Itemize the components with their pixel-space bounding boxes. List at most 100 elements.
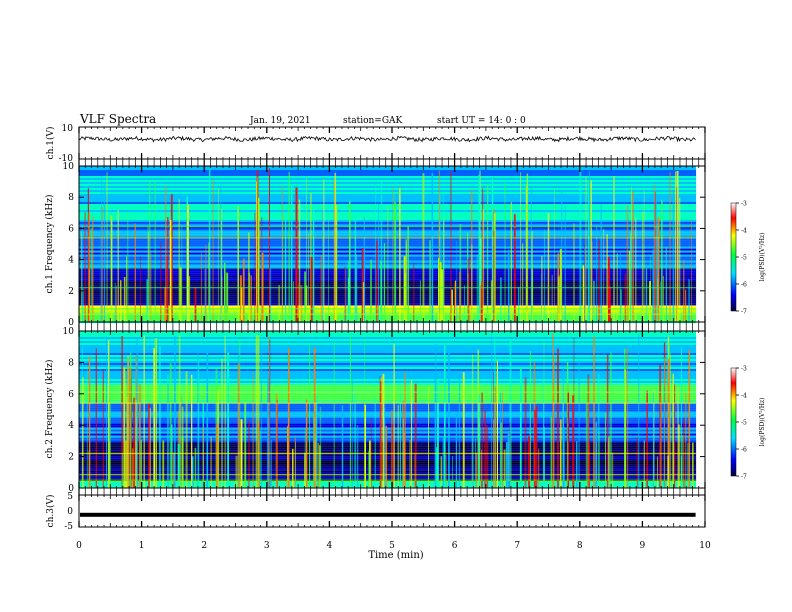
ch1-spectrogram-burst — [543, 229, 546, 322]
ch2-spectrogram-band-row — [79, 435, 697, 438]
ch1-spectrogram-burst — [169, 288, 171, 322]
ch2-spectrogram-burst — [588, 442, 590, 488]
ch2-spectrogram-burst — [380, 381, 382, 488]
ch1-spectrogram-band-row — [79, 192, 697, 194]
ch1-spectrogram-band-row — [79, 186, 697, 188]
ch2-spectrogram-burst — [106, 336, 107, 488]
ch2-spectrogram-band-row — [79, 448, 697, 451]
ch1-spectrogram-burst — [239, 275, 242, 322]
ch1-spectrogram-burst — [205, 244, 207, 322]
ch2-spectrogram-burst — [475, 452, 477, 488]
ch2-spectrogram-band-row — [79, 375, 697, 377]
ch2-spectrogram-band-row — [79, 343, 697, 345]
ch1-spectrogram-tone-line — [79, 226, 697, 228]
ch2-spectrogram-burst — [494, 386, 497, 488]
ch1-colorbar-tick-label: -3 — [741, 201, 747, 208]
ch3-waveform-panel: 5 0 -5 ch.3(V) — [45, 492, 706, 532]
ch1-spectrogram-burst — [522, 243, 524, 322]
ch2-spectrogram-burst — [507, 431, 510, 488]
ch2-spectrogram-burst — [191, 456, 194, 488]
ch1-spectrogram-burst — [419, 280, 421, 322]
ch2-spectrogram-ylabel: ch.2 Frequency (kHz) — [44, 360, 55, 459]
ch2-spectrogram-burst — [224, 335, 226, 488]
ch2-spectrogram-burst — [491, 331, 493, 488]
ch2-spectrogram-ylabel-text: ch.2 Frequency (kHz) — [44, 360, 55, 459]
ch1-spectrogram-burst — [361, 248, 364, 322]
ch1-spectrogram-band-row — [79, 172, 697, 174]
ch2-spectrogram-burst — [121, 336, 123, 488]
x-tick-label: 2 — [201, 541, 207, 551]
ch1-spectrogram-burst — [375, 241, 378, 322]
ch1-spectrogram-band-row — [79, 178, 697, 180]
ch1-spectrogram-panel: 0 2 4 6 8 10 ch.1 Frequency (kHz) — [44, 162, 706, 328]
ch2-spectrogram-burst — [354, 393, 356, 488]
x-tick-label: 6 — [452, 541, 458, 551]
ch1-spectrogram-burst — [471, 244, 473, 322]
ch1-spectrogram-burst — [655, 193, 657, 322]
ch1-spectrogram-burst — [442, 193, 444, 322]
ch1-spectrogram-burst — [84, 212, 86, 322]
ch1-spectrogram-burst — [242, 258, 245, 322]
ch2-spectrogram-band-row — [79, 415, 697, 418]
ch2-spectrogram-burst — [127, 358, 130, 488]
ch1-spectrogram-burst — [101, 206, 103, 322]
ch2-colorbar-gradient — [730, 367, 737, 477]
ch2-spectrogram-burst — [356, 425, 359, 488]
ch1-spectrogram-burst — [188, 276, 191, 322]
ch1-spectrogram-burst — [134, 223, 136, 322]
ch2-spectrogram-band-row — [79, 347, 697, 349]
ch2-spectrogram-burst — [287, 347, 290, 488]
ch1-spectrogram-burst — [487, 184, 489, 322]
ch2-spectrogram-band-row — [79, 331, 697, 333]
ch2-spectrogram-burst — [612, 452, 614, 488]
ch2-spectrogram-band-row — [79, 397, 697, 400]
ch2-spectrogram-burst — [478, 394, 481, 488]
x-tick-label: 9 — [640, 541, 646, 551]
ch2-spectrogram-band-row — [79, 337, 697, 339]
ch1-spectrogram-burst — [438, 257, 440, 322]
ch2-spectrogram-burst — [677, 386, 679, 488]
ch1-spectrogram-band-row — [79, 168, 697, 170]
ch2-spectrogram-burst — [687, 442, 689, 488]
ch2-spectrogram-burst — [680, 346, 682, 488]
ch1-spectrogram-burst — [334, 172, 337, 322]
ch1-spectrogram-burst — [378, 203, 379, 322]
ch1-spectrogram-burst — [281, 185, 283, 322]
start-time-label: start UT = 14: 0 : 0 — [437, 116, 526, 126]
ch1-spectrogram-burst — [288, 172, 290, 322]
ch1-spectrogram-burst — [551, 274, 553, 322]
ch1-spectrogram-burst — [284, 214, 287, 322]
ch2-spectrogram-burst — [524, 377, 527, 488]
ch1-spectrogram-burst — [456, 241, 458, 322]
ch1-spectrogram-burst — [399, 187, 401, 322]
ch1-spectrogram-burst — [392, 185, 393, 322]
ch2-spectrogram-burst — [500, 422, 503, 488]
ch1-spectrogram-burst — [598, 240, 600, 322]
ch1-spectrogram-burst — [256, 181, 257, 322]
ch1-spectrogram-burst — [354, 212, 357, 322]
ch2-spectrogram-burst — [663, 387, 665, 488]
ch1-spectrogram-burst — [591, 241, 593, 322]
ch2-spectrogram-burst — [414, 383, 417, 488]
ch1-spectrogram-burst — [403, 256, 406, 322]
ch2-spectrogram-burst — [109, 396, 111, 488]
ch1-spectrogram-burst — [439, 262, 442, 322]
ch2-spectrogram-burst — [626, 347, 629, 488]
ch2-spectrogram-band-row — [79, 419, 697, 422]
ch1-spectrogram-burst — [672, 191, 675, 322]
ch2-colorbar-tick-label: -6 — [741, 447, 747, 454]
ch1-spectrogram-burst — [480, 285, 482, 322]
ch2-spectrogram-burst — [397, 404, 399, 488]
ch2-spectrogram-burst — [481, 392, 483, 488]
ch2-spectrogram-burst — [133, 397, 136, 488]
ch2-spectrogram-burst — [258, 335, 260, 488]
ch2-spectrogram-burst — [503, 449, 506, 488]
ch2-spectrogram-burst — [471, 435, 474, 488]
ch1-spectrogram-burst — [657, 217, 660, 322]
ch2-spectrogram-band-row — [79, 369, 697, 371]
ch1-waveform-ytick-top: 10 — [62, 124, 74, 134]
ch1-spectrogram-burst — [653, 184, 655, 322]
ch1-spectrogram-burst — [269, 267, 272, 322]
ch2-spectrogram-band-row — [79, 464, 697, 467]
ch1-spectrogram-burst — [120, 280, 122, 322]
